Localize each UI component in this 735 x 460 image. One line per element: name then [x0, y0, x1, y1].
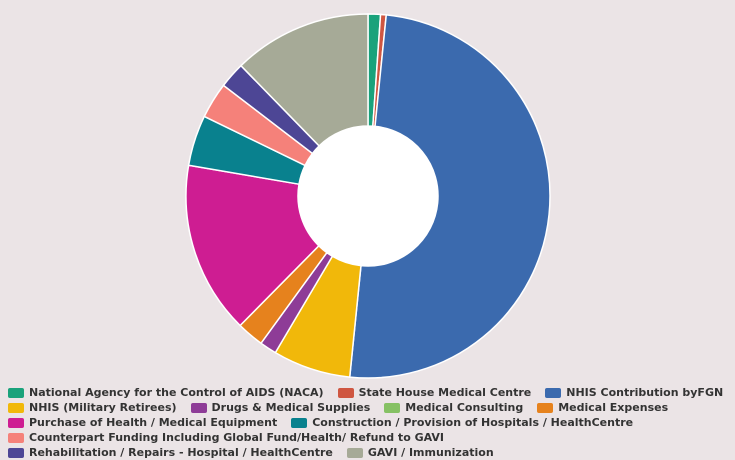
legend-label: Medical Consulting — [405, 401, 524, 414]
legend-label: NHIS Contribution byFGN — [566, 386, 724, 399]
legend-item[interactable]: Counterpart Funding Including Global Fun… — [8, 431, 444, 445]
legend-item[interactable]: NHIS Contribution byFGN — [545, 386, 723, 400]
legend-swatch — [8, 433, 24, 443]
legend-label: Rehabilitation / Repairs - Hospital / He… — [29, 446, 333, 459]
legend-label: State House Medical Centre — [358, 386, 532, 399]
legend-swatch — [8, 388, 24, 398]
legend-item[interactable]: National Agency for the Control of AIDS … — [8, 386, 324, 400]
legend-swatch — [545, 388, 562, 398]
legend-label: Construction / Provision of Hospitals / … — [312, 416, 634, 429]
donut-chart: National Agency for the Control of AIDS … — [8, 13, 723, 459]
legend-label: Counterpart Funding Including Global Fun… — [29, 431, 444, 444]
legend-swatch — [384, 403, 401, 413]
legend-label: Medical Expenses — [558, 401, 669, 414]
legend-label: Drugs & Medical Supplies — [211, 401, 371, 414]
donut-hole — [298, 126, 438, 266]
legend-swatch — [337, 388, 354, 398]
legend-item[interactable]: Construction / Provision of Hospitals / … — [291, 416, 633, 430]
legend-item[interactable]: Purchase of Health / Medical Equipment — [8, 416, 277, 430]
legend-swatch — [291, 418, 308, 428]
legend-item[interactable]: Drugs & Medical Supplies — [190, 401, 371, 415]
legend-label: GAVI / Immunization — [367, 446, 494, 459]
legend-item[interactable]: Medical Consulting — [384, 401, 523, 415]
legend-swatch — [8, 403, 24, 413]
legend-swatch — [537, 403, 554, 413]
legend-item[interactable]: Rehabilitation / Repairs - Hospital / He… — [8, 446, 333, 460]
legend-label: National Agency for the Control of AIDS … — [29, 386, 324, 399]
legend-item[interactable]: State House Medical Centre — [337, 386, 532, 400]
legend-label: Purchase of Health / Medical Equipment — [29, 416, 278, 429]
legend-item[interactable]: Medical Expenses — [537, 401, 668, 415]
donut-svg — [185, 13, 551, 379]
legend: National Agency for the Control of AIDS … — [8, 386, 728, 460]
legend-item[interactable]: GAVI / Immunization — [346, 446, 494, 460]
legend-swatch — [190, 403, 207, 413]
legend-swatch — [8, 418, 24, 428]
legend-label: NHIS (Military Retirees) — [29, 401, 177, 414]
legend-item[interactable]: NHIS (Military Retirees) — [8, 401, 177, 415]
